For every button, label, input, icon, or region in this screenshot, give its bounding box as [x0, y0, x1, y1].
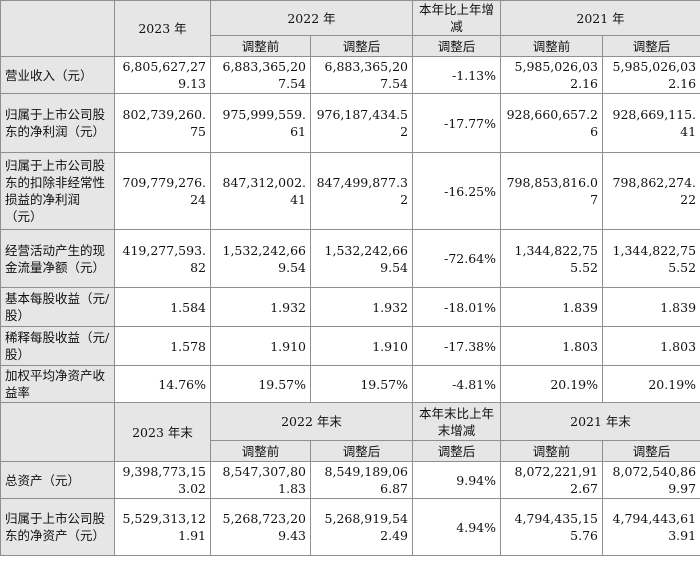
cell-2023: 1.578 — [114, 326, 211, 366]
table-row: 归属于上市公司股东的净利润（元） 802,739,260.75 975,999,… — [0, 93, 700, 153]
header-2022-after: 调整后 — [309, 35, 414, 57]
header-2022-before: 调整前 — [210, 440, 311, 462]
row-label: 稀释每股收益（元/股） — [0, 326, 115, 366]
cell-change: -72.64% — [412, 229, 502, 288]
cell-2021-before: 20.19% — [500, 365, 604, 403]
cell-2022-before: 847,312,002.41 — [210, 152, 311, 230]
row-label: 归属于上市公司股东的净利润（元） — [0, 93, 115, 153]
cell-2021-before: 5,985,026,032.16 — [500, 56, 604, 94]
cell-2023: 6,805,627,279.13 — [114, 56, 211, 94]
cell-2021-after: 5,985,026,032.16 — [602, 56, 700, 94]
header-change-after: 调整后 — [412, 440, 502, 462]
header-2021-after: 调整后 — [602, 35, 700, 57]
cell-2023: 802,739,260.75 — [114, 93, 211, 153]
header-row-2a: 2023 年末 2022 年末 本年末比上年末增减 2021 年末 — [0, 402, 700, 462]
cell-change: -17.77% — [412, 93, 502, 153]
table-row: 归属于上市公司股东的扣除非经常性损益的净利润（元） 709,779,276.24… — [0, 152, 700, 230]
header-col-change-end: 本年末比上年末增减 — [412, 402, 502, 441]
cell-2023: 14.76% — [114, 365, 211, 403]
cell-2022-before: 6,883,365,207.54 — [210, 56, 311, 94]
header-row-1b: 调整前 调整后 调整后 调整前 调整后 — [1, 35, 700, 57]
cell-2022-before: 1,532,242,669.54 — [210, 229, 311, 288]
header-2021-before: 调整前 — [500, 440, 604, 462]
cell-change: -1.13% — [412, 56, 502, 94]
cell-2021-after: 4,794,443,613.91 — [602, 498, 700, 556]
cell-2022-after: 1.910 — [309, 326, 414, 366]
row-label: 归属于上市公司股东的净资产（元） — [0, 498, 115, 556]
header-col-2023-end: 2023 年末 — [114, 402, 211, 462]
row-label: 总资产（元） — [0, 461, 115, 499]
header-2022-before: 调整前 — [210, 35, 311, 57]
header-col-2021-end: 2021 年末 — [500, 402, 700, 441]
header-col-2022: 2022 年 — [209, 0, 414, 36]
cell-2022-before: 1.932 — [210, 287, 311, 327]
header-row-1a: 2023 年 2022 年 本年比上年增减 2021 年 — [0, 0, 700, 57]
cell-2021-after: 798,862,274.22 — [602, 152, 700, 230]
cell-2021-after: 20.19% — [602, 365, 700, 403]
cell-2022-before: 975,999,559.61 — [210, 93, 311, 153]
header-col-2022-end: 2022 年末 — [209, 402, 414, 441]
cell-2023: 419,277,593.82 — [114, 229, 211, 288]
cell-2021-after: 1.803 — [602, 326, 700, 366]
cell-change: -16.25% — [412, 152, 502, 230]
cell-2023: 709,779,276.24 — [114, 152, 211, 230]
cell-change: -17.38% — [412, 326, 502, 366]
cell-2021-after: 1,344,822,755.52 — [602, 229, 700, 288]
cell-2022-after: 8,549,189,066.87 — [309, 461, 414, 499]
row-label: 经营活动产生的现金流量净额（元） — [0, 229, 115, 288]
cell-2021-before: 1,344,822,755.52 — [500, 229, 604, 288]
header-change-after: 调整后 — [412, 35, 502, 57]
cell-2023: 1.584 — [114, 287, 211, 327]
header-2021-before: 调整前 — [500, 35, 604, 57]
header-corner — [0, 402, 115, 462]
header-col-2021: 2021 年 — [500, 0, 700, 36]
table-row: 归属于上市公司股东的净资产（元） 5,529,313,121.91 5,268,… — [0, 498, 700, 556]
cell-2022-after: 1,532,242,669.54 — [309, 229, 414, 288]
header-corner — [0, 0, 115, 57]
row-label: 加权平均净资产收益率 — [0, 365, 115, 403]
cell-2022-after: 5,268,919,542.49 — [309, 498, 414, 556]
cell-2022-before: 1.910 — [210, 326, 311, 366]
table-row: 总资产（元） 9,398,773,153.02 8,547,307,801.83… — [0, 461, 700, 499]
table-row: 经营活动产生的现金流量净额（元） 419,277,593.82 1,532,24… — [0, 229, 700, 288]
table-row: 稀释每股收益（元/股） 1.578 1.910 1.910 -17.38% 1.… — [0, 326, 700, 366]
header-2022-after: 调整后 — [309, 440, 414, 462]
cell-2021-before: 798,853,816.07 — [500, 152, 604, 230]
cell-2021-after: 928,669,115.41 — [602, 93, 700, 153]
cell-2022-before: 8,547,307,801.83 — [210, 461, 311, 499]
cell-2023: 5,529,313,121.91 — [114, 498, 211, 556]
cell-2021-before: 4,794,435,155.76 — [500, 498, 604, 556]
header-col-2023: 2023 年 — [114, 0, 211, 57]
cell-change: -18.01% — [412, 287, 502, 327]
cell-2023: 9,398,773,153.02 — [114, 461, 211, 499]
header-2021-after: 调整后 — [602, 440, 700, 462]
table-row: 基本每股收益（元/股） 1.584 1.932 1.932 -18.01% 1.… — [0, 287, 700, 327]
cell-change: 4.94% — [412, 498, 502, 556]
row-label: 营业收入（元） — [0, 56, 115, 94]
cell-2022-after: 19.57% — [309, 365, 414, 403]
cell-2022-before: 19.57% — [210, 365, 311, 403]
cell-2022-after: 847,499,877.32 — [309, 152, 414, 230]
cell-2021-before: 928,660,657.26 — [500, 93, 604, 153]
table-row: 加权平均净资产收益率 14.76% 19.57% 19.57% -4.81% 2… — [0, 365, 700, 403]
financial-summary-table: 2023 年 2022 年 本年比上年增减 2021 年 调整前 调整后 调整后… — [0, 0, 700, 556]
cell-2022-after: 6,883,365,207.54 — [309, 56, 414, 94]
cell-2022-before: 5,268,723,209.43 — [210, 498, 311, 556]
cell-2021-after: 1.839 — [602, 287, 700, 327]
cell-2022-after: 976,187,434.52 — [309, 93, 414, 153]
cell-change: 9.94% — [412, 461, 502, 499]
cell-2021-after: 8,072,540,869.97 — [602, 461, 700, 499]
row-label: 基本每股收益（元/股） — [0, 287, 115, 327]
cell-2021-before: 8,072,221,912.67 — [500, 461, 604, 499]
cell-change: -4.81% — [412, 365, 502, 403]
header-col-change: 本年比上年增减 — [412, 0, 502, 36]
cell-2021-before: 1.839 — [500, 287, 604, 327]
cell-2022-after: 1.932 — [309, 287, 414, 327]
row-label: 归属于上市公司股东的扣除非经常性损益的净利润（元） — [0, 152, 115, 230]
table-row: 营业收入（元） 6,805,627,279.13 6,883,365,207.5… — [0, 56, 700, 94]
cell-2021-before: 1.803 — [500, 326, 604, 366]
